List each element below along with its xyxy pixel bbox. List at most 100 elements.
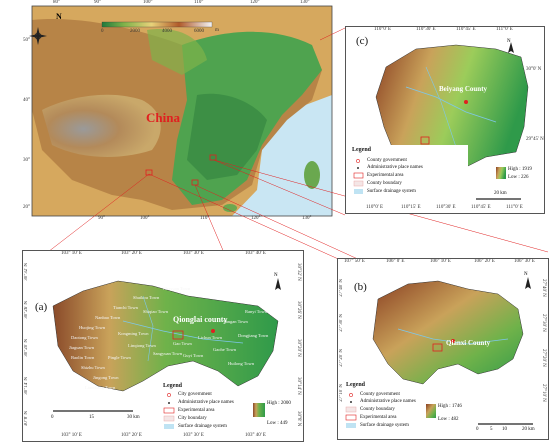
c-leg-sym-3 (353, 180, 364, 187)
a-left-tick-3: 30°14' N (24, 377, 29, 395)
colorbar-unit: m (215, 28, 219, 33)
main-north-arrow-icon (29, 27, 47, 45)
a-legend-item-2: Experimental area (178, 408, 215, 413)
a-right-tick-2: 30°20' N (296, 339, 301, 357)
colorbar-tick-3: 6000 (194, 29, 204, 34)
c-bottom-tick-4: 111°0' E (506, 205, 523, 210)
a-town-6: Jiaguan Town (69, 345, 94, 350)
a-leg-sym-4 (164, 424, 174, 429)
c-legend-item-3: County boundary (367, 181, 402, 186)
a-river-2 (142, 295, 154, 362)
a-legend-title: Legend (163, 383, 183, 389)
b-legend-title: Legend (346, 382, 366, 388)
b-legend-item-4: Surface drainage system (360, 423, 409, 428)
central-plains (187, 93, 267, 180)
b-right-tick-3: 27°10' N (541, 384, 546, 402)
a-town-13: Guyi Town (183, 353, 204, 358)
a-bottom-tick-1: 103° 20' E (121, 433, 142, 438)
main-left-tick-3: 20° (23, 205, 30, 210)
a-legend-item-3: City boundary (178, 416, 207, 421)
b-river (397, 328, 509, 345)
a-town-10: Shizhu Town (81, 365, 105, 370)
a-scale-2: 30 km (127, 415, 140, 420)
a-town-7: Baolin Town (71, 355, 95, 360)
main-left-tick-0: 50° (23, 38, 30, 43)
main-map-frame (31, 5, 333, 217)
a-town-22: Liaochang Town (85, 385, 116, 390)
main-left-tick-2: 30° (23, 158, 30, 163)
b-county-gov (451, 339, 455, 343)
a-town-15: Lichun Town (198, 335, 222, 340)
qianxi-terrain (372, 280, 524, 385)
a-exp-area (172, 330, 184, 340)
c-leg-sym-1 (357, 167, 359, 169)
panel-a-label: (a) (35, 301, 48, 313)
c-leg-sym-0 (356, 159, 360, 163)
a-town-19: Ranyi Town (245, 309, 267, 314)
b-right-tick-2: 27°20' N (541, 349, 546, 367)
main-top-tick-1: 90° (94, 0, 101, 5)
b-north-arrow-icon (525, 277, 531, 289)
colorbar-tick-0: 0 (101, 29, 104, 34)
qionglai-terrain (52, 280, 279, 392)
a-leg-sym-2 (163, 407, 175, 414)
b-high: High : 1746 (438, 404, 462, 409)
hainan (223, 204, 237, 212)
b-legend-item-2: County boundary (360, 407, 395, 412)
china-label: China (146, 110, 180, 125)
c-north-arrow-icon (508, 42, 514, 53)
main-top-tick-2: 100° (143, 0, 153, 5)
a-left-tick-0: 30°32' N (24, 263, 29, 281)
c-right-tick-1: 29°45' N (526, 137, 544, 142)
panel-c-label: (c) (356, 35, 369, 47)
c-top-tick-0: 110°0' E (374, 27, 392, 32)
b-scale-3: 20 km (522, 427, 535, 432)
b-left-tick-3: 27°10' N (339, 384, 344, 402)
a-town-20: Gao Town (173, 341, 192, 346)
b-scale-1: 5 (490, 427, 493, 432)
a-leg-sym-0 (167, 393, 171, 397)
b-top-tick-2: 106° 10' E (430, 259, 451, 264)
c-bottom-tick-2: 110°30' E (436, 205, 456, 210)
marker-qionglai (145, 169, 153, 176)
main-top-tick-0: 80° (53, 0, 60, 5)
b-elev-swatch (426, 404, 436, 418)
main-bottom-tick-0: 90° (98, 216, 105, 221)
main-bottom-tick-1: 100° (140, 216, 150, 221)
taiwan (304, 161, 320, 189)
c-top-tick-3: 111°0' E (496, 27, 513, 32)
b-leg-sym-0 (349, 393, 353, 397)
a-high: High : 2000 (267, 401, 291, 406)
a-top-tick-1: 103° 20' E (121, 251, 142, 256)
main-bottom-tick-3: 120° (251, 216, 261, 221)
a-town-11: Linqiong Town (128, 343, 156, 348)
a-left-tick-1: 30°26' N (24, 301, 29, 319)
a-scale-1: 15 (89, 415, 94, 420)
b-scale-2: 10 (502, 427, 507, 432)
elevation-colorbar (101, 21, 213, 28)
c-low: Low : 226 (508, 175, 529, 180)
main-left-tick-1: 40° (23, 98, 30, 103)
c-legend-item-4: Surface drainage system (367, 189, 416, 194)
a-elev-swatch (253, 403, 265, 417)
panel-a-county: Qionglai county (173, 315, 228, 324)
a-legend-item-0: City government (178, 392, 212, 397)
b-left-tick-2: 27°20' N (339, 349, 344, 367)
a-town-16: Dongjiang Town (238, 333, 269, 338)
c-legend-item-1: Administrative place names (367, 165, 423, 170)
b-legend-item-1: Administrative place names (360, 399, 416, 404)
c-river-2 (425, 66, 457, 148)
c-legend-title: Legend (352, 147, 372, 153)
marker-beiyang (209, 154, 217, 161)
c-river (405, 86, 497, 123)
b-low: Low : 482 (438, 417, 459, 422)
a-right-tick-0: 30°32' N (296, 263, 301, 281)
a-leg-sym-3 (163, 415, 175, 422)
a-legend-item-4: Surface drainage system (178, 424, 227, 429)
a-town-9: Gaohe Town (213, 347, 236, 352)
northern-grassland (147, 29, 207, 75)
b-right-tick-0: 27°40' N (541, 279, 546, 297)
a-right-tick-1: 30°26' N (296, 301, 301, 319)
b-legend-item-0: County government (360, 392, 400, 397)
c-exp-area (420, 136, 430, 145)
